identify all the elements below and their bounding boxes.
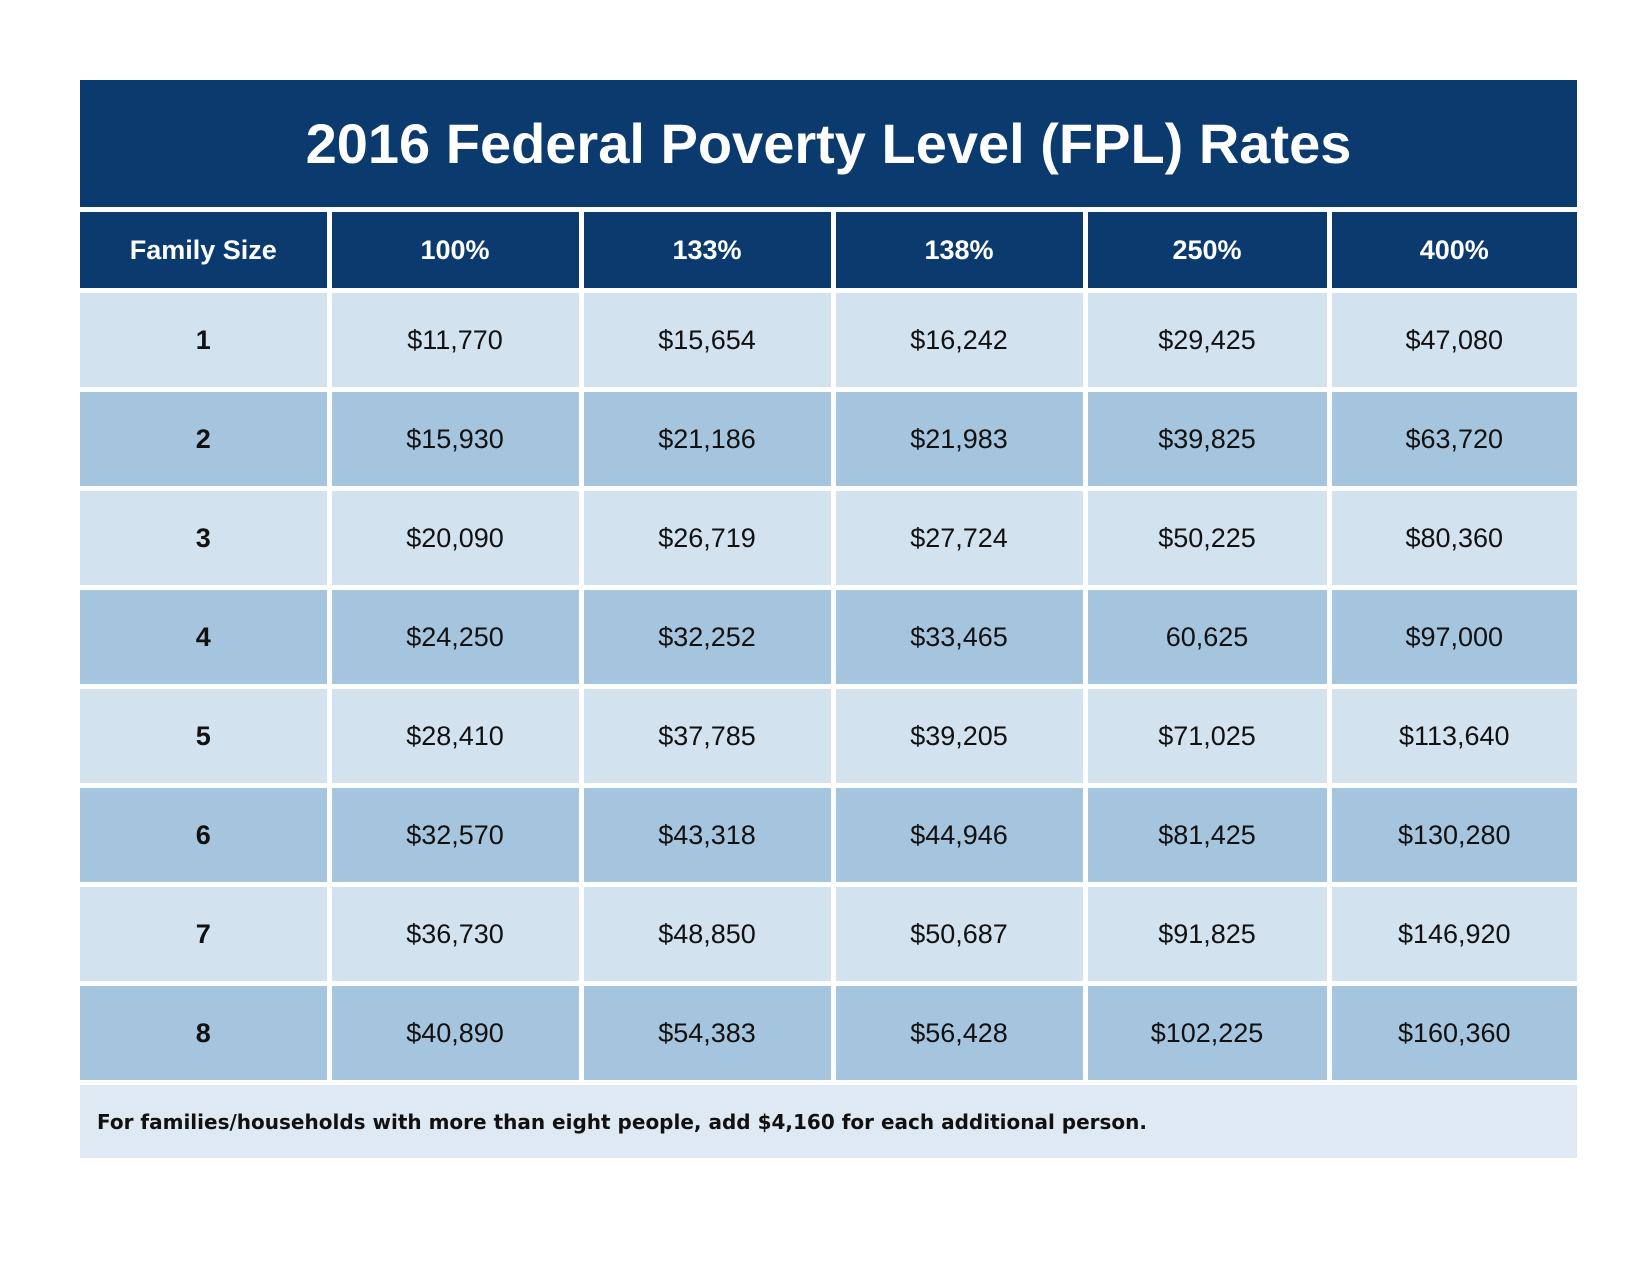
table-cell: $29,425 [1082,288,1332,392]
family-size-cell: 4 [80,585,332,689]
family-size-cell: 5 [80,684,332,788]
table-cell: $48,850 [578,882,836,986]
table-cell: 60,625 [1082,585,1332,689]
column-header-100: 100% [326,207,584,293]
table-cell: $91,825 [1082,882,1332,986]
table-cell: $56,428 [830,981,1088,1085]
table-cell: $15,654 [578,288,836,392]
table-row: 8 $40,890 $54,383 $56,428 $102,225 $160,… [80,981,1577,1085]
table-header-row: Family Size 100% 133% 138% 250% 400% [80,207,1577,293]
table-cell: $39,205 [830,684,1088,788]
table-cell: $43,318 [578,783,836,887]
table-cell: $146,920 [1326,882,1577,986]
table-cell: $97,000 [1326,585,1577,689]
table-cell: $71,025 [1082,684,1332,788]
table-cell: $50,687 [830,882,1088,986]
table-row: 7 $36,730 $48,850 $50,687 $91,825 $146,9… [80,882,1577,986]
table-cell: $20,090 [326,486,584,590]
table-cell: $27,724 [830,486,1088,590]
table-cell: $47,080 [1326,288,1577,392]
column-header-250: 250% [1082,207,1332,293]
family-size-cell: 8 [80,981,332,1085]
column-header-400: 400% [1326,207,1577,293]
column-header-133: 133% [578,207,836,293]
table-cell: $50,225 [1082,486,1332,590]
table-cell: $63,720 [1326,387,1577,491]
page-title: 2016 Federal Poverty Level (FPL) Rates [80,80,1577,207]
family-size-cell: 2 [80,387,332,491]
table-row: 6 $32,570 $43,318 $44,946 $81,425 $130,2… [80,783,1577,887]
table-cell: $40,890 [326,981,584,1085]
table-row: 3 $20,090 $26,719 $27,724 $50,225 $80,36… [80,486,1577,590]
table-cell: $28,410 [326,684,584,788]
table-cell: $21,186 [578,387,836,491]
table-cell: $130,280 [1326,783,1577,887]
table-cell: $54,383 [578,981,836,1085]
table-row: 5 $28,410 $37,785 $39,205 $71,025 $113,6… [80,684,1577,788]
table-row: 4 $24,250 $32,252 $33,465 60,625 $97,000 [80,585,1577,689]
table-cell: $24,250 [326,585,584,689]
table-cell: $11,770 [326,288,584,392]
table-cell: $80,360 [1326,486,1577,590]
family-size-cell: 3 [80,486,332,590]
family-size-cell: 7 [80,882,332,986]
column-header-family-size: Family Size [80,207,332,293]
column-header-138: 138% [830,207,1088,293]
table-cell: $37,785 [578,684,836,788]
table-row: 1 $11,770 $15,654 $16,242 $29,425 $47,08… [80,288,1577,392]
table-cell: $113,640 [1326,684,1577,788]
table-cell: $32,252 [578,585,836,689]
family-size-cell: 6 [80,783,332,887]
fpl-table: Family Size 100% 133% 138% 250% 400% 1 $… [80,207,1577,1085]
table-cell: $160,360 [1326,981,1577,1085]
table-cell: $26,719 [578,486,836,590]
table-cell: $36,730 [326,882,584,986]
table-cell: $33,465 [830,585,1088,689]
table-cell: $39,825 [1082,387,1332,491]
table-cell: $81,425 [1082,783,1332,887]
table-cell: $21,983 [830,387,1088,491]
table-cell: $44,946 [830,783,1088,887]
fpl-sheet: 2016 Federal Poverty Level (FPL) Rates F… [80,80,1577,1158]
family-size-cell: 1 [80,288,332,392]
table-cell: $102,225 [1082,981,1332,1085]
table-cell: $16,242 [830,288,1088,392]
footnote: For families/households with more than e… [80,1085,1577,1158]
table-cell: $32,570 [326,783,584,887]
table-row: 2 $15,930 $21,186 $21,983 $39,825 $63,72… [80,387,1577,491]
table-cell: $15,930 [326,387,584,491]
